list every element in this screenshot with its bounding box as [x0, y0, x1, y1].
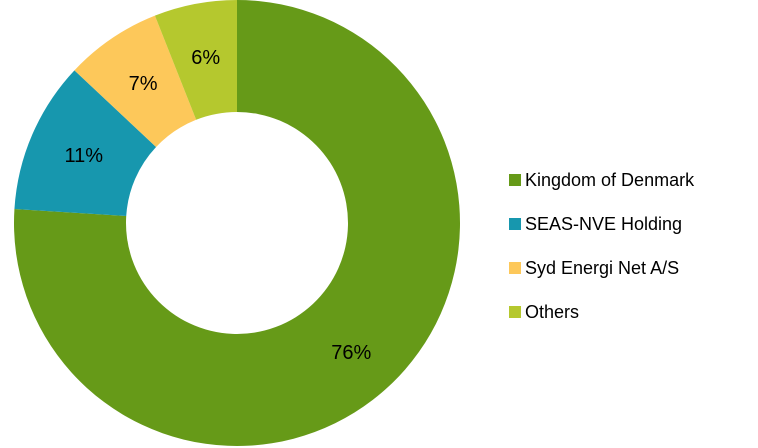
slice-seas-nve-holding [14, 70, 157, 217]
legend-label-seas-nve-holding: SEAS-NVE Holding [525, 213, 683, 234]
legend-label-others: Others [525, 301, 580, 322]
slice-label-kingdom-of-denmark: 76% [331, 342, 371, 364]
slice-syd-energi-net [74, 15, 197, 148]
slice-others [154, 0, 237, 120]
legend-item-others: Others [509, 290, 694, 334]
legend-swatch-others [509, 306, 521, 318]
slice-label-others: 6% [191, 47, 220, 69]
legend-label-kingdom-of-denmark: Kingdom of Denmark [525, 169, 695, 190]
legend-item-seas-nve-holding: SEAS-NVE Holding [509, 202, 694, 246]
legend: Kingdom of Denmark SEAS-NVE Holding Syd … [509, 158, 694, 334]
legend-item-kingdom-of-denmark: Kingdom of Denmark [509, 158, 694, 202]
slice-label-seas-nve-holding: 11% [64, 145, 103, 167]
slice-kingdom-of-denmark [14, 0, 461, 446]
legend-swatch-kingdom-of-denmark [509, 174, 521, 186]
legend-swatch-syd-energi-net [509, 262, 521, 274]
legend-label-syd-energi-net: Syd Energi Net A/S [525, 257, 680, 278]
legend-item-syd-energi-net: Syd Energi Net A/S [509, 246, 694, 290]
slice-label-syd-energi-net: 7% [129, 73, 158, 95]
legend-swatch-seas-nve-holding [509, 218, 521, 230]
